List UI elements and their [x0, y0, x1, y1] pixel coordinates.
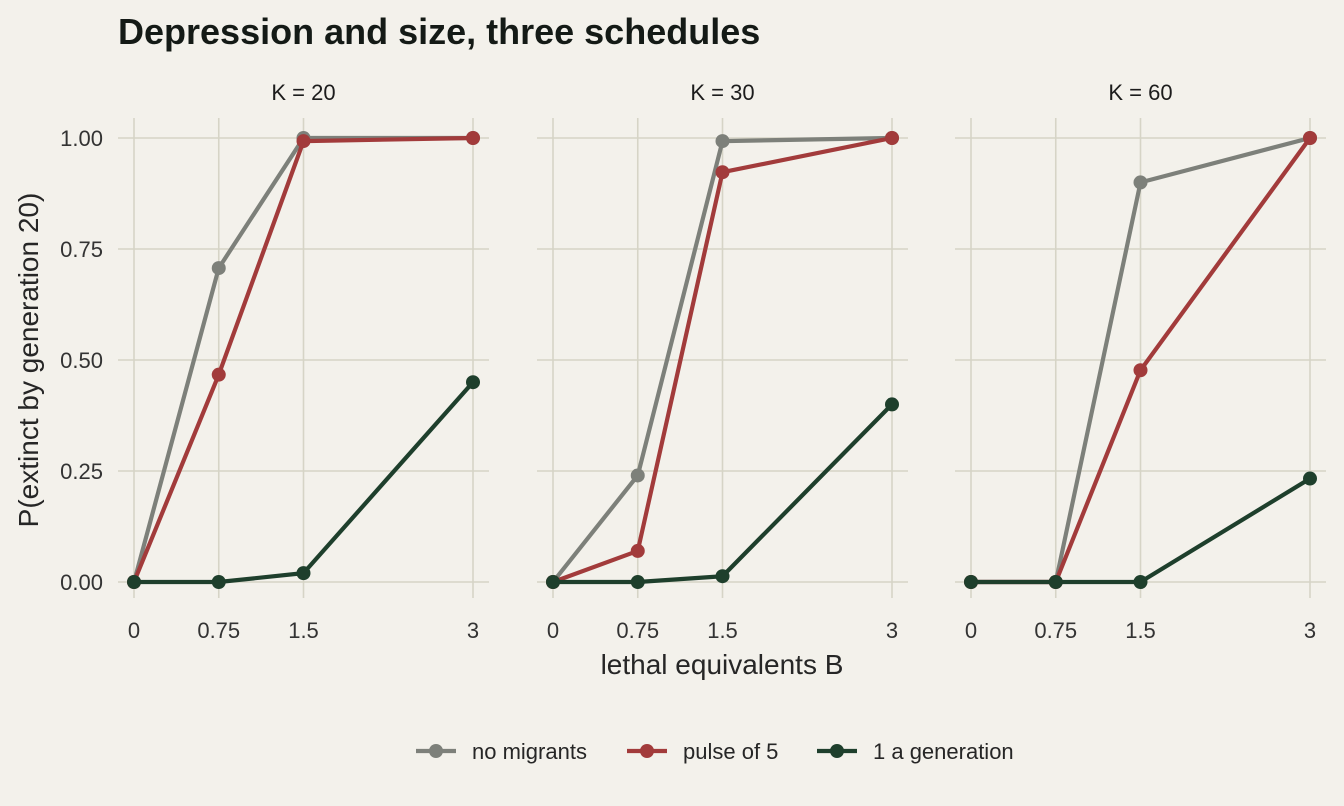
x-axis-title: lethal equivalents B — [601, 649, 844, 680]
data-point — [466, 131, 480, 145]
data-point — [630, 575, 645, 589]
y-tick-label: 1.00 — [60, 126, 103, 151]
data-point — [630, 543, 645, 558]
series-line — [550, 135, 895, 585]
legend-label: pulse of 5 — [683, 739, 778, 764]
x-tick-label: 0 — [547, 618, 559, 643]
x-tick-label: 3 — [467, 618, 479, 643]
legend-item: 1 a generation — [817, 739, 1014, 764]
series-line — [131, 380, 476, 585]
x-tick-label: 0.75 — [1034, 618, 1077, 643]
x-tick-label: 0 — [965, 618, 977, 643]
facet-label: K = 30 — [690, 80, 754, 105]
panel-2: K = 30 0 0.75 1.5 3 — [537, 80, 908, 643]
legend: no migrants pulse of 5 1 a generation — [416, 739, 1014, 764]
data-point — [296, 566, 311, 581]
y-tick-label: 0.50 — [60, 348, 103, 373]
x-tick-label: 0.75 — [616, 618, 659, 643]
facet-panels: K = 200.000.250.500.751.000 0.75 1.5 3K = 3… — [60, 80, 1326, 643]
data-point — [127, 575, 141, 589]
data-point — [630, 468, 645, 483]
x-tick-label: 1.5 — [1125, 618, 1156, 643]
panel-3: K = 60 0 0.75 1.5 3 — [955, 80, 1326, 643]
data-point — [211, 367, 226, 382]
data-point — [1133, 175, 1148, 190]
legend-label: 1 a generation — [873, 739, 1014, 764]
x-tick-label: 0 — [128, 618, 140, 643]
data-point — [466, 375, 480, 390]
facet-label: K = 20 — [271, 80, 335, 105]
x-tick-label: 3 — [886, 618, 898, 643]
data-point — [1303, 131, 1317, 145]
data-point — [885, 131, 899, 145]
data-point — [964, 575, 978, 589]
legend-marker — [640, 744, 654, 758]
data-point — [211, 575, 226, 589]
x-tick-label: 3 — [1304, 618, 1316, 643]
data-point — [715, 569, 730, 584]
series-line — [968, 476, 1313, 585]
panel-1: K = 20 0.00 0.25 0.50 0.75 1.00 0 0.75 1.5 3 — [60, 80, 489, 643]
series-line — [550, 402, 895, 585]
data-point — [1133, 363, 1148, 378]
y-tick-label: 0.75 — [60, 237, 103, 262]
legend-label: no migrants — [472, 739, 587, 764]
x-tick-label: 1.5 — [707, 618, 738, 643]
y-tick-label: 0.00 — [60, 570, 103, 595]
x-tick-label: 1.5 — [288, 618, 319, 643]
series-line — [550, 135, 895, 585]
data-point — [1303, 471, 1317, 486]
chart-title: Depression and size, three schedules — [118, 11, 760, 52]
x-tick-label: 0.75 — [197, 618, 240, 643]
series-line — [131, 135, 476, 585]
y-tick-label: 0.25 — [60, 459, 103, 484]
legend-marker — [429, 744, 443, 758]
data-point — [715, 165, 730, 180]
data-point — [296, 134, 311, 149]
data-point — [211, 261, 226, 276]
legend-item: pulse of 5 — [627, 739, 778, 764]
data-point — [1048, 575, 1063, 589]
data-point — [715, 134, 730, 149]
data-point — [1133, 575, 1148, 589]
data-point — [885, 397, 899, 412]
legend-item: no migrants — [416, 739, 587, 764]
facet-label: K = 60 — [1108, 80, 1172, 105]
data-point — [546, 575, 560, 589]
legend-marker — [830, 744, 844, 758]
y-axis-title: P(extinct by generation 20) — [13, 193, 44, 528]
